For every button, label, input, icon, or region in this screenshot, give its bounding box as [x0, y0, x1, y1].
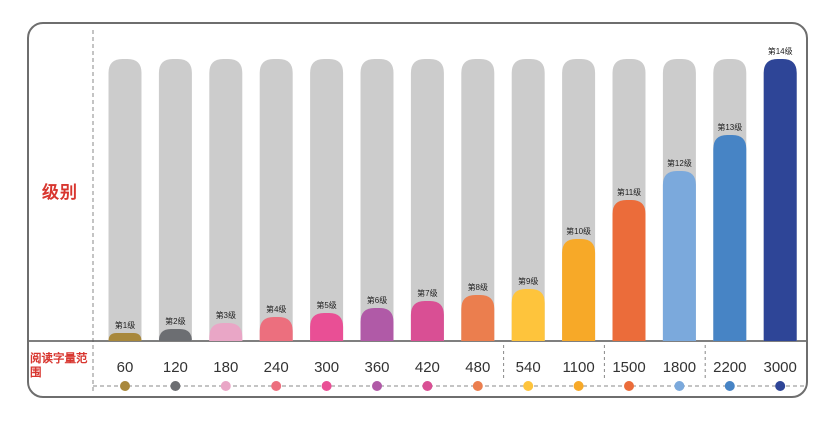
bar-level-label: 第3级 — [216, 310, 236, 320]
bar-level-label: 第6级 — [367, 295, 387, 305]
bar-level-label: 第14级 — [768, 46, 793, 56]
legend-dot — [775, 381, 786, 391]
bar-track — [108, 59, 142, 341]
bar-level-label: 第2级 — [165, 316, 185, 326]
legend-dot — [220, 381, 231, 391]
bar-level-3 — [209, 323, 243, 341]
bar-level-label: 第11级 — [617, 187, 641, 197]
legend-dot — [674, 381, 685, 391]
x-tick-label: 1100 — [562, 359, 594, 376]
x-tick-label: 1500 — [612, 359, 645, 376]
x-tick-label: 300 — [314, 359, 339, 376]
bar-level-11 — [612, 200, 646, 341]
bar-level-label: 第1级 — [115, 320, 135, 330]
legend-dot — [724, 381, 735, 391]
x-tick-label: 60 — [117, 359, 134, 376]
bar-level-label: 第12级 — [667, 158, 692, 168]
x-tick-label: 540 — [516, 359, 541, 376]
bar-level-7 — [410, 301, 444, 341]
bar-level-10 — [562, 239, 596, 341]
bar-level-5 — [310, 313, 344, 341]
bar-level-2 — [158, 329, 192, 341]
bar-level-label: 第4级 — [266, 304, 286, 314]
bar-level-label: 第9级 — [518, 276, 538, 286]
bar-track — [158, 59, 192, 341]
legend-dot — [321, 381, 332, 391]
x-tick-label: 420 — [415, 359, 440, 376]
bar-level-14 — [763, 59, 797, 341]
bar-level-8 — [461, 295, 495, 341]
x-tick-label: 1800 — [663, 359, 696, 376]
bar-track — [410, 59, 444, 341]
bar-level-label: 第10级 — [566, 226, 591, 236]
bar-track — [360, 59, 394, 341]
bar-track — [461, 59, 495, 341]
x-tick-label: 360 — [364, 359, 389, 376]
x-tick-label: 120 — [163, 359, 188, 376]
bar-level-label: 第7级 — [417, 288, 437, 298]
y-axis-label: 级别 — [42, 183, 78, 202]
legend-dot — [472, 381, 483, 391]
legend-dot — [573, 381, 584, 391]
bar-track — [209, 59, 243, 341]
bar-level-1 — [108, 333, 142, 341]
reading-range-label: 阅读字量范围 — [30, 353, 88, 379]
bar-track — [259, 59, 293, 341]
bar-level-9 — [511, 289, 545, 341]
x-tick-label: 2200 — [713, 359, 746, 376]
bar-level-label: 第13级 — [717, 122, 742, 132]
legend-dot — [372, 381, 382, 391]
x-tick-label: 180 — [213, 359, 238, 376]
bar-track — [511, 59, 545, 341]
legend-dot — [624, 381, 634, 391]
bar-level-12 — [662, 171, 696, 341]
legend-dot — [523, 381, 534, 391]
bar-level-6 — [360, 308, 394, 341]
legend-dot — [120, 381, 130, 391]
x-tick-label: 240 — [264, 359, 289, 376]
x-tick-label: 480 — [465, 359, 490, 376]
x-tick-label: 3000 — [764, 359, 797, 376]
bar-level-4 — [259, 317, 293, 341]
legend-dot — [170, 381, 181, 391]
bar-track — [310, 59, 344, 341]
bar-level-13 — [713, 135, 747, 341]
legend-dot — [422, 381, 433, 391]
bar-level-label: 第8级 — [468, 282, 488, 292]
legend-dot — [271, 381, 282, 391]
bar-level-label: 第5级 — [316, 300, 336, 310]
